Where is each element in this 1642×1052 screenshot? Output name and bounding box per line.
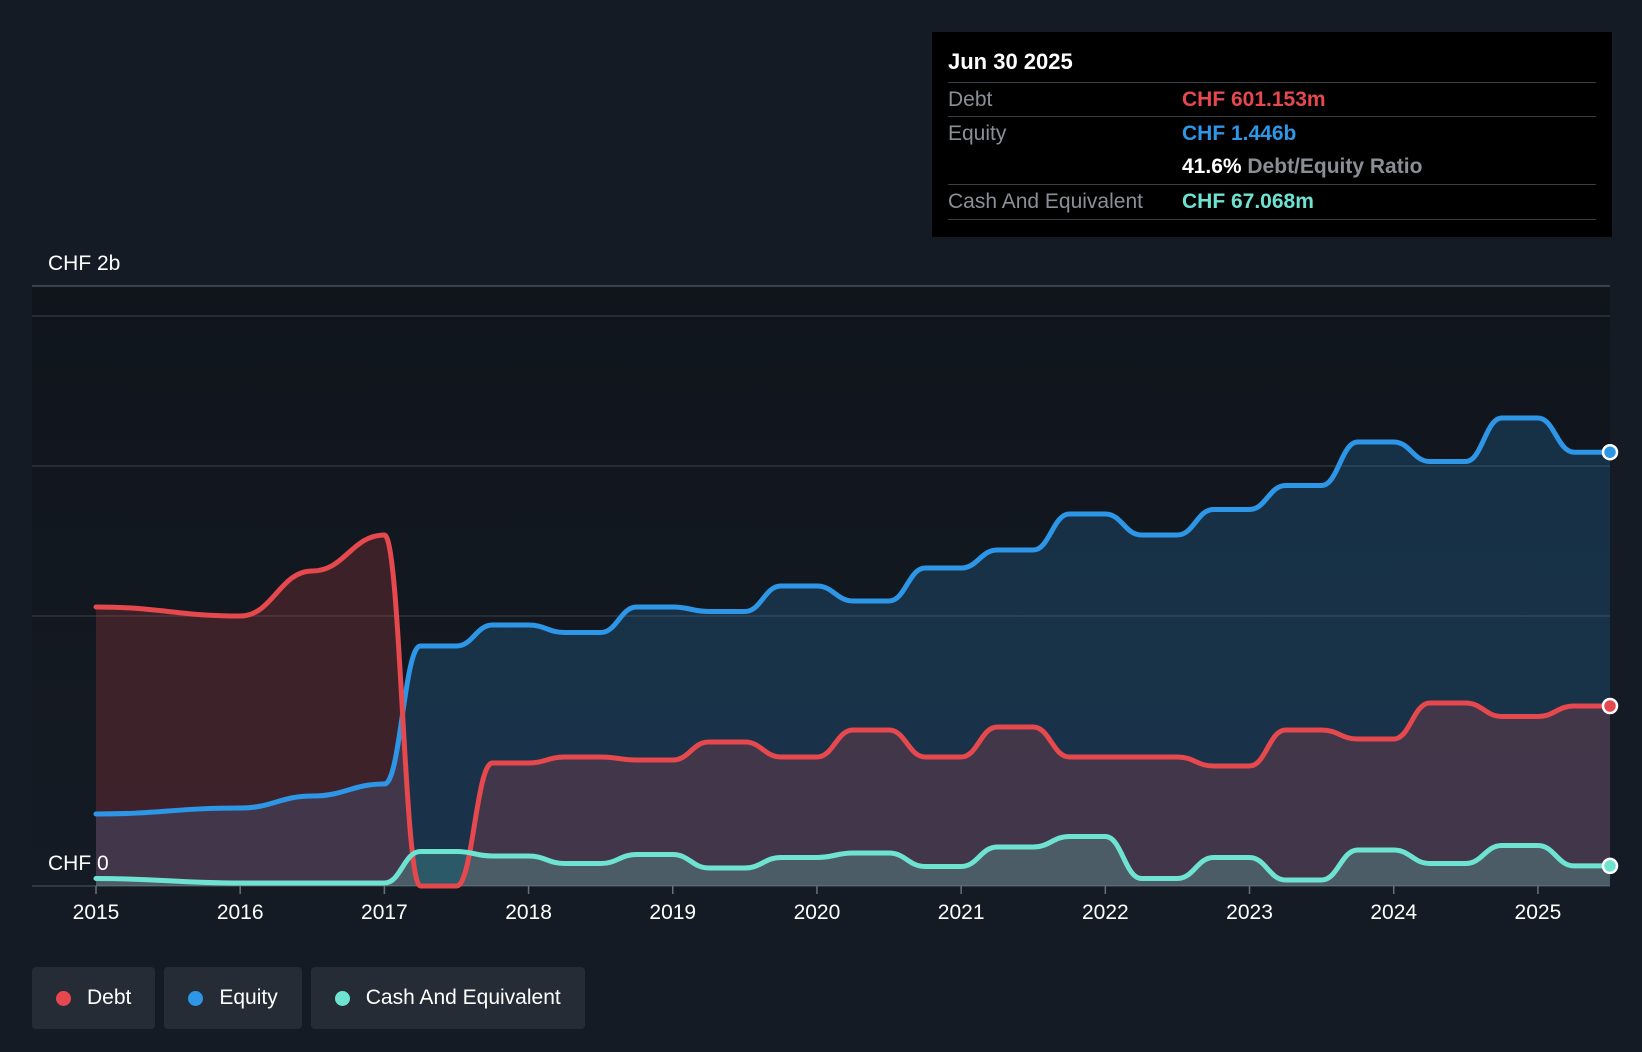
tooltip-ratio-value: 41.6%: [1182, 155, 1242, 178]
x-tick-label-2017: 2017: [361, 901, 408, 924]
series-lines: [93, 415, 1613, 889]
tooltip-cash-label: Cash And Equivalent: [948, 190, 1143, 213]
debt-end-marker[interactable]: [1601, 697, 1619, 715]
series-areas: [96, 418, 1610, 886]
x-tick-label-2016: 2016: [217, 901, 264, 924]
cash-dot-icon: [334, 990, 350, 1006]
x-tick-label-2019: 2019: [649, 901, 696, 924]
cash-area: [96, 836, 1610, 886]
legend-label-cash: Cash And Equivalent: [365, 986, 561, 1009]
equity-line: [93, 415, 1613, 817]
x-tick-label-2021: 2021: [938, 901, 985, 924]
x-tick-label-2015: 2015: [73, 901, 120, 924]
x-tick-label-2022: 2022: [1082, 901, 1129, 924]
tooltip-equity-value: CHF 1.446b: [1182, 122, 1297, 145]
gridlines: [32, 285, 1610, 887]
tooltip-panel: Jun 30 2025 Debt CHF 601.153m Equity CHF…: [932, 32, 1612, 237]
x-axis: 2015 2016 2017 2018 2019 2020 2021 2022 2023 2024…: [73, 886, 1562, 924]
tooltip-row-debt: Debt CHF 601.153m: [948, 82, 1596, 117]
debt-line: [93, 532, 1613, 889]
x-tick-label-2024: 2024: [1370, 901, 1417, 924]
tooltip-date: Jun 30 2025: [948, 49, 1073, 74]
y-tick-label-1: CHF 0: [48, 852, 109, 875]
legend-label-debt: Debt: [87, 986, 132, 1009]
legend: Debt Equity Cash And Equivalent: [32, 967, 585, 1029]
tooltip-debt-label: Debt: [948, 88, 993, 111]
tooltip-row-ratio: 41.6% Debt/Equity Ratio: [948, 150, 1596, 184]
legend-item-debt[interactable]: Debt: [32, 967, 156, 1029]
tooltip-debt-value: CHF 601.153m: [1182, 88, 1326, 111]
end-markers: [1601, 443, 1619, 875]
debt-dot-icon: [56, 990, 71, 1006]
debt-area: [96, 535, 1610, 886]
legend-item-cash[interactable]: Cash And Equivalent: [310, 967, 585, 1029]
tooltip-ratio: 41.6% Debt/Equity Ratio: [1182, 150, 1422, 184]
legend-label-equity: Equity: [219, 986, 278, 1009]
equity-area: [96, 418, 1610, 886]
y-axis-labels: CHF 2b CHF 0: [48, 252, 120, 875]
y-tick-label-0: CHF 2b: [48, 252, 120, 275]
tooltip-row-equity: Equity CHF 1.446b: [948, 116, 1596, 151]
x-tick-label-2020: 2020: [794, 901, 841, 924]
cash-line: [93, 834, 1613, 886]
equity-dot-icon: [188, 990, 204, 1006]
legend-item-equity[interactable]: Equity: [164, 967, 302, 1029]
tooltip-cash-value: CHF 67.068m: [1182, 190, 1314, 213]
x-tick-label-2023: 2023: [1226, 901, 1273, 924]
x-tick-label-2025: 2025: [1515, 901, 1562, 924]
equity-end-marker[interactable]: [1601, 443, 1619, 461]
tooltip-equity-label: Equity: [948, 122, 1007, 145]
tooltip-ratio-label: Debt/Equity Ratio: [1247, 155, 1423, 178]
x-tick-label-2018: 2018: [505, 901, 552, 924]
tooltip-row-cash: Cash And Equivalent CHF 67.068m: [948, 184, 1596, 220]
cash-end-marker[interactable]: [1601, 857, 1619, 875]
